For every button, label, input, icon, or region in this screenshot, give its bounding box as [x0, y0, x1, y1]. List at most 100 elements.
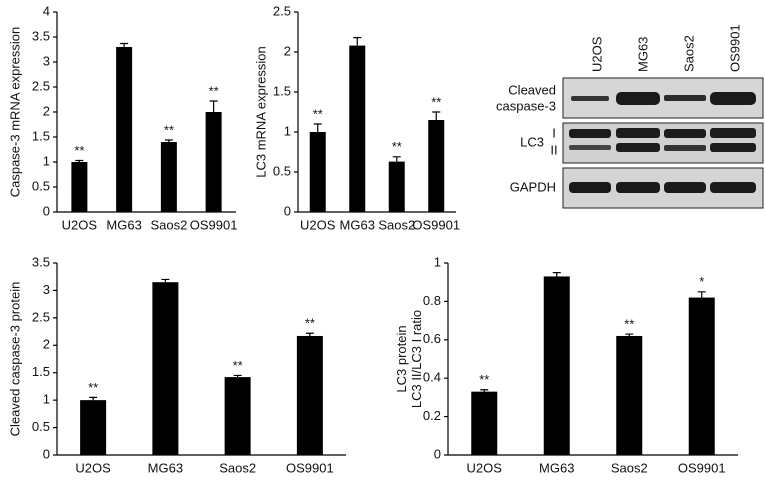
significance-label: ** — [233, 358, 243, 373]
band — [616, 128, 660, 138]
error-bar — [392, 156, 401, 162]
bar — [152, 282, 179, 455]
bar — [116, 47, 133, 212]
x-tick-label: OS9901 — [286, 460, 334, 475]
x-tick-label: U2OS — [62, 217, 98, 232]
error-bar — [313, 123, 322, 132]
band — [710, 128, 756, 138]
y-tick-label: 0.2 — [423, 408, 441, 423]
lane-label: U2OS — [589, 36, 604, 72]
y-tick-label: 0.6 — [423, 331, 441, 346]
y-tick-label: 1 — [43, 153, 50, 168]
band-label: II — [550, 142, 557, 157]
error-bar — [480, 389, 489, 392]
band — [664, 145, 706, 151]
y-tick-label: 0.4 — [423, 370, 441, 385]
error-bar — [353, 37, 362, 46]
bar — [688, 297, 715, 455]
y-tick-label: 0.5 — [32, 419, 50, 434]
x-tick-label: Saos2 — [611, 460, 648, 475]
y-tick-label: 2 — [43, 103, 50, 118]
bar — [428, 120, 445, 212]
significance-label: ** — [479, 372, 489, 387]
y-tick-label: 3 — [43, 282, 50, 297]
significance-label: ** — [624, 316, 634, 331]
band — [710, 182, 756, 193]
y-tick-label: 0.5 — [273, 163, 291, 178]
significance-label: ** — [431, 94, 441, 109]
bar — [616, 335, 643, 455]
y-tick-label: 1.5 — [32, 364, 50, 379]
x-tick-label: OS9901 — [678, 460, 726, 475]
error-bar — [233, 374, 242, 378]
x-tick-label: Saos2 — [378, 217, 415, 232]
y-tick-label: 3 — [43, 53, 50, 68]
significance-label: ** — [209, 83, 219, 98]
y-tick-label: 2.5 — [32, 309, 50, 324]
bar — [349, 45, 366, 212]
x-tick-label: U2OS — [75, 460, 111, 475]
bar — [543, 276, 570, 455]
y-tick-label: 0.8 — [423, 293, 441, 308]
bar — [296, 335, 323, 455]
error-bar — [161, 278, 170, 283]
bar — [80, 400, 107, 455]
significance-label: ** — [305, 316, 315, 331]
band — [664, 95, 706, 101]
error-bar — [625, 333, 634, 336]
significance-label: ** — [74, 143, 84, 158]
band — [664, 129, 706, 138]
band — [710, 143, 756, 152]
x-tick-label: U2OS — [467, 460, 503, 475]
bar — [309, 132, 326, 212]
error-bar — [75, 159, 84, 162]
y-tick-label: 3.5 — [32, 254, 50, 269]
band — [616, 182, 660, 193]
y-tick-label: 0.5 — [32, 178, 50, 193]
y-tick-label: 1 — [434, 254, 441, 269]
y-axis-label: Caspase-3 mRNA expression — [7, 27, 22, 198]
x-tick-label: U2OS — [300, 217, 336, 232]
y-tick-label: 2.5 — [32, 78, 50, 93]
row-label: LC3 — [520, 134, 544, 149]
western-blot: U2OS MG63 Saos2 OS9901 Cleaved caspase-3… — [496, 24, 764, 209]
y-tick-label: 3.5 — [32, 28, 50, 43]
y-tick-label: 0 — [284, 203, 291, 218]
y-tick-label: 1.5 — [273, 83, 291, 98]
y-tick-label: 2 — [43, 337, 50, 352]
y-tick-label: 0 — [43, 203, 50, 218]
x-tick-label: MG63 — [148, 460, 183, 475]
bar — [224, 377, 251, 455]
band — [710, 92, 756, 105]
y-tick-label: 0 — [434, 446, 441, 461]
significance-label: ** — [313, 106, 323, 121]
y-tick-label: 0 — [43, 446, 50, 461]
y-axis-label: LC3 protein — [394, 325, 409, 392]
band — [569, 145, 611, 150]
lane-label: Saos2 — [681, 35, 696, 72]
error-bar — [120, 42, 129, 47]
y-tick-label: 2.5 — [273, 3, 291, 18]
y-tick-label: 1 — [43, 392, 50, 407]
error-bar — [432, 111, 441, 120]
significance-label: ** — [392, 139, 402, 154]
band — [569, 182, 611, 193]
error-bar — [697, 291, 706, 298]
bar — [205, 112, 222, 212]
x-tick-label: OS9901 — [412, 217, 460, 232]
bar — [71, 162, 88, 212]
significance-label: * — [699, 274, 704, 289]
lane-label: OS9901 — [727, 24, 742, 72]
bar — [471, 391, 498, 455]
y-axis-label: LC3 mRNA expression — [253, 46, 268, 178]
x-tick-label: MG63 — [539, 460, 574, 475]
significance-label: ** — [88, 380, 98, 395]
bar — [388, 161, 405, 212]
band — [664, 182, 706, 193]
x-tick-label: MG63 — [340, 217, 375, 232]
x-tick-label: OS9901 — [190, 217, 238, 232]
y-tick-label: 1 — [284, 123, 291, 138]
x-tick-label: Saos2 — [150, 217, 187, 232]
significance-label: ** — [164, 122, 174, 137]
